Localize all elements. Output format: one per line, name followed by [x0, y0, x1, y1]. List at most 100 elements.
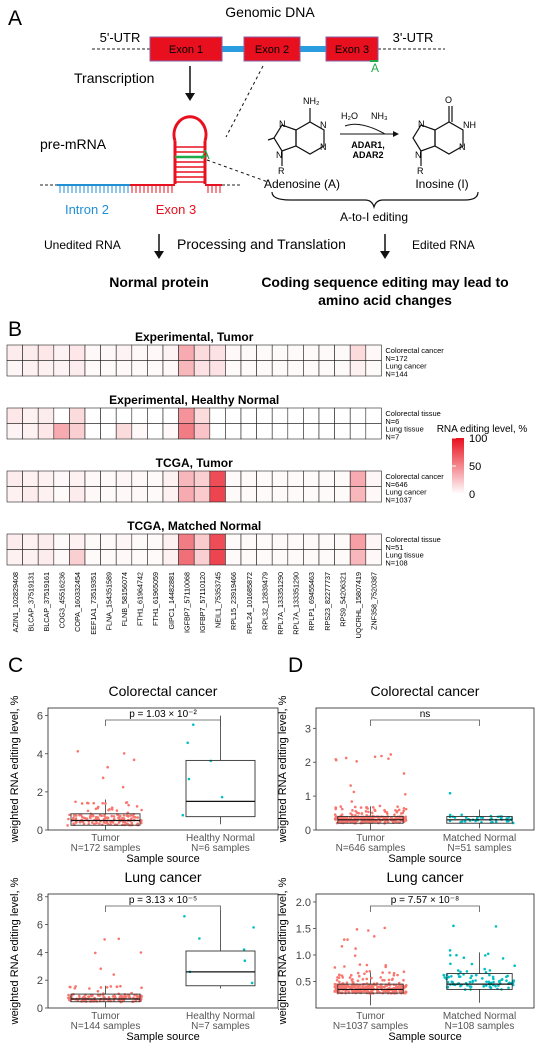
- significance-label: ns: [420, 709, 431, 720]
- intron-bar-1: [222, 46, 244, 52]
- heatmap-cell: [147, 344, 164, 361]
- data-point: [392, 820, 396, 823]
- heatmap-cell: [37, 486, 55, 503]
- data-point: [354, 809, 358, 813]
- category-label: Tumor: [356, 833, 385, 844]
- exon2-box: [243, 36, 301, 62]
- heatmap-cell: [334, 407, 351, 424]
- data-point: [72, 816, 75, 820]
- data-point: [136, 816, 140, 819]
- data-point: [99, 967, 103, 970]
- data-point: [252, 926, 255, 929]
- data-point: [351, 980, 354, 984]
- data-point: [448, 953, 452, 957]
- data-point: [338, 973, 341, 977]
- panel-b-letter: B: [8, 318, 22, 341]
- data-point: [387, 978, 391, 982]
- heatmap-cell: [225, 423, 242, 440]
- heatmap-cell: [22, 344, 39, 361]
- heatmap-cell: [131, 407, 148, 424]
- heatmap-cell: [53, 360, 70, 377]
- heatmap-cell: [84, 533, 101, 550]
- heatmap-cell: [100, 486, 117, 503]
- heatmap-cell: [53, 486, 70, 503]
- data-point: [140, 808, 143, 812]
- heatmap-cell: [193, 360, 211, 377]
- heatmap-cell: [37, 360, 55, 377]
- heatmap-cell: [240, 549, 257, 566]
- heatmap-cell: [37, 344, 55, 361]
- data-point: [490, 817, 493, 820]
- heatmap-cell: [365, 344, 382, 361]
- gene-label: RPLP1_69455463: [307, 572, 316, 631]
- data-point: [117, 816, 120, 820]
- data-point: [353, 805, 357, 809]
- heatmap-cell: [131, 344, 148, 361]
- data-point: [507, 986, 510, 990]
- y-tick-label: 1: [305, 791, 311, 803]
- legend-title: RNA editing level, %: [437, 424, 528, 435]
- data-point: [379, 976, 383, 979]
- data-point: [84, 817, 88, 820]
- data-point: [498, 979, 501, 983]
- heatmap-cell: [22, 423, 39, 440]
- data-point: [87, 822, 91, 826]
- data-point: [124, 801, 128, 804]
- inosine-nh: NH: [463, 120, 476, 130]
- heatmap-cell: [256, 533, 273, 550]
- panel-a-letter: A: [8, 7, 22, 30]
- legend-tick-label: 100: [469, 433, 487, 445]
- data-point: [448, 813, 452, 817]
- plot-frame: [315, 893, 535, 1009]
- data-point: [79, 813, 83, 817]
- data-point: [372, 935, 376, 938]
- heatmap-cell: [37, 533, 55, 550]
- data-point: [89, 814, 92, 818]
- data-point: [120, 994, 124, 998]
- gene-label: EEF1A1_73519351: [89, 572, 98, 635]
- legend-colorbar: [452, 438, 464, 494]
- heatmap-cell: [69, 407, 86, 424]
- data-point: [125, 822, 129, 825]
- data-point: [343, 816, 346, 820]
- heatmap-block-title: TCGA, Matched Normal: [127, 519, 261, 533]
- data-point: [348, 976, 352, 979]
- data-point: [354, 947, 357, 950]
- data-point: [365, 813, 368, 817]
- data-point: [387, 757, 390, 760]
- data-point: [370, 811, 374, 815]
- heatmap-cell: [193, 344, 211, 361]
- heatmap-cell: [349, 344, 367, 361]
- data-point: [111, 820, 114, 824]
- boxplot-title: Colorectal cancer: [109, 683, 218, 699]
- data-point: [119, 814, 122, 818]
- data-point: [505, 975, 508, 979]
- adar2-label: ADAR2: [352, 150, 383, 160]
- data-point: [99, 986, 103, 989]
- data-point: [123, 820, 127, 824]
- panel-a: A Genomic DNA 5'-UTR 3'-UTR Exon 1 Exon …: [8, 4, 509, 308]
- data-point: [355, 928, 359, 931]
- data-point: [243, 959, 247, 963]
- heatmap-cell: [22, 486, 39, 503]
- heatmap-cell: [209, 407, 226, 424]
- utr5-label: 5'-UTR: [100, 30, 141, 45]
- heatmap-cell: [100, 344, 117, 361]
- transcription-arrowhead: [185, 93, 195, 101]
- gene-label: BLCAP_37519131: [26, 572, 35, 632]
- heatmap-cell: [37, 470, 55, 487]
- y-tick-label: 6: [37, 920, 43, 932]
- heatmap-cell: [100, 470, 117, 487]
- data-point: [491, 975, 495, 979]
- heatmap-cell: [147, 407, 164, 424]
- heatmap-cell: [178, 470, 195, 487]
- data-point: [112, 973, 116, 976]
- data-point: [121, 785, 125, 789]
- heatmap-cell: [334, 344, 351, 361]
- hairpin-a-mark: A: [201, 147, 210, 162]
- data-point: [513, 964, 516, 968]
- coding-line-2: amino acid changes: [318, 292, 452, 308]
- data-point: [383, 926, 387, 930]
- data-point: [450, 974, 453, 978]
